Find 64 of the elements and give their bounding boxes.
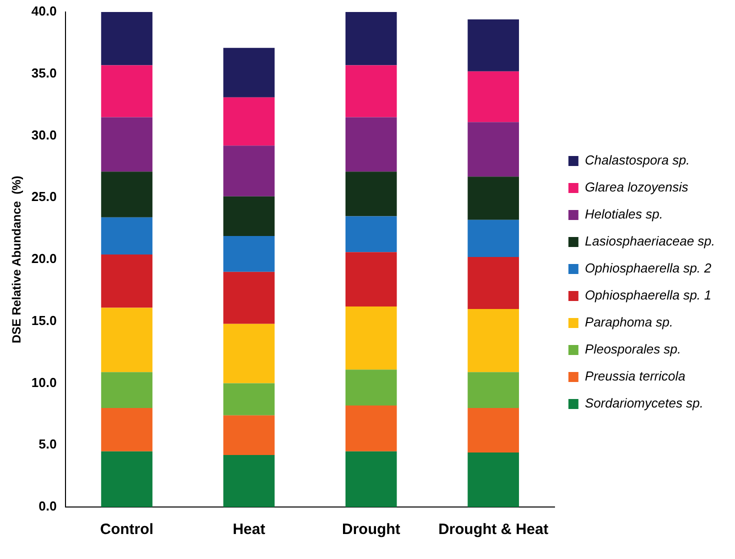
bar [101,217,152,255]
legend-label: Lasiosphaeriaceae sp. [584,234,716,249]
legend-label: Glarea lozoyensis [584,180,689,195]
bar [468,408,519,453]
bar [468,372,519,408]
y-tick-label: 30.0 [31,127,57,142]
y-tick-label: 5.0 [38,436,57,452]
y-tick-label: 10.0 [31,374,57,390]
y-tick-label: 0.0 [38,498,57,514]
bar [468,176,519,220]
bar [101,451,152,507]
bar [345,172,397,216]
x-tick-label: Control [100,521,154,538]
y-tick-label: 20.0 [31,251,57,266]
y-tick-label: 25.0 [31,189,57,204]
bar [101,12,152,66]
bar [345,12,397,66]
x-tick-label: Drought & Heat [438,521,548,538]
bar [468,71,519,122]
bar [223,97,275,146]
bar [345,216,397,252]
y-tick-label: 40.0 [31,4,57,19]
bar [101,65,152,118]
legend-label: Sordariomycetes sp. [584,396,704,411]
bar [345,406,397,452]
bar [345,306,397,370]
x-tick-label: Drought [342,521,400,538]
bar [468,257,519,309]
bar [223,324,275,384]
bar [468,452,519,507]
bar [223,236,275,272]
bar [345,370,397,406]
legend-label: Helotiales sp. [584,206,663,222]
bar [223,383,275,416]
bar [101,372,152,408]
y-tick-label: 15.0 [31,312,57,328]
bar [345,117,397,172]
bar [468,122,519,177]
bar [345,65,397,118]
x-tick-label: Heat [232,521,266,538]
bar [101,308,152,372]
bar [468,220,519,258]
bar [468,19,519,72]
legend-label: Preussia terricola [584,368,686,384]
legend-label: Chalastospora sp. [584,152,690,168]
bar [223,48,275,98]
y-tick-label: 35.0 [31,65,57,80]
bar [101,117,152,172]
legend-label: Ophiosphaerella sp. 2 [584,260,712,276]
bar [101,172,152,218]
bar [223,146,275,196]
bar [223,272,275,324]
y-axis-title: DSE Relative Abundance (%) [10,176,24,344]
bar [223,196,275,236]
bar [468,309,519,372]
bar [345,252,397,307]
bar [101,408,152,452]
legend-label: Ophiosphaerella sp. 1 [584,288,712,303]
bar [345,451,397,507]
bar [223,415,275,456]
bar [101,254,152,308]
legend-label: Paraphoma sp. [584,314,674,330]
bar [223,455,275,507]
legend-label: Pleosporales sp. [584,342,682,357]
